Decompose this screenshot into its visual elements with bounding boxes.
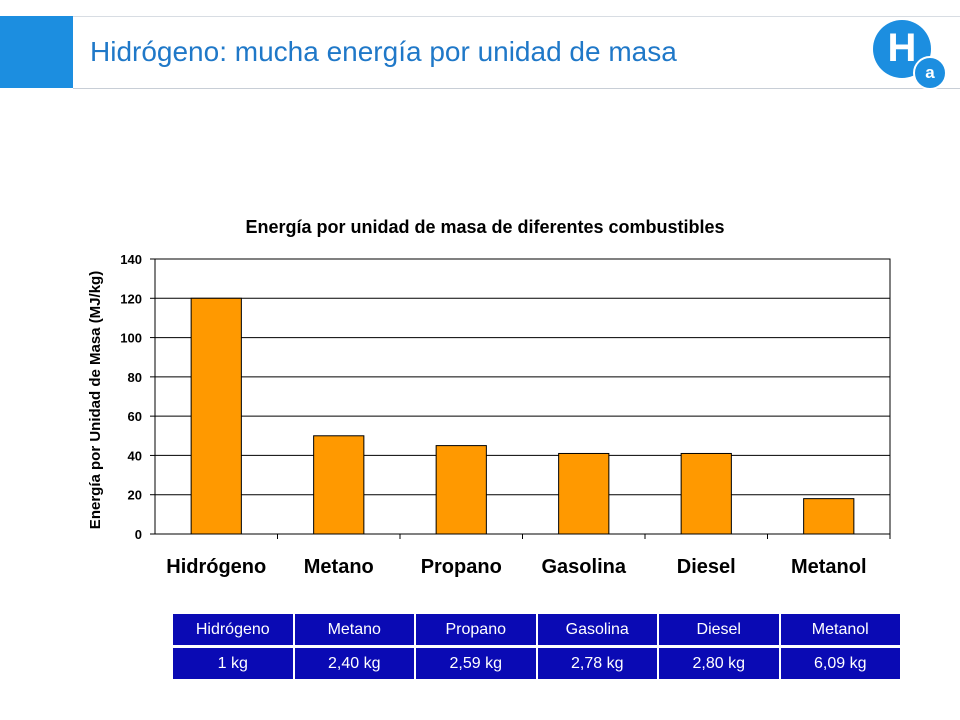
y-axis: 0 20 40 60 80 100 120 140 [120,252,155,542]
header-top-rule [73,16,960,17]
table-row-fuels: Hidrógeno Metano Propano Gasolina Diesel… [173,614,900,645]
mass-table: Hidrógeno Metano Propano Gasolina Diesel… [171,611,902,682]
plot-area [154,258,891,535]
x-tick-label: Propano [421,556,502,578]
bar [313,435,365,535]
table-cell-mass: 2,40 kg [294,648,414,679]
table-cell-fuel: Gasolina [537,614,657,645]
table-cell-mass: 2,78 kg [537,648,657,679]
bar [190,297,242,535]
x-axis: Hidrógeno Metano Propano Gasolina Diesel Meta… [166,534,891,578]
y-tick-label: 140 [120,252,142,267]
table-cell-mass: 1 kg [173,648,293,679]
table-cell-mass: 2,80 kg [659,648,779,679]
slide-title: Hidrógeno: mucha energía por unidad de m… [90,36,677,67]
table-cell-fuel: Metanol [780,614,900,645]
y-tick-label: 80 [128,370,142,385]
logo-badge: a [913,56,947,90]
logo-letter: H [887,26,917,70]
y-tick-label: 120 [120,291,142,306]
grid-lines [155,297,890,496]
y-tick-label: 100 [120,331,142,346]
table-cell-fuel: Metano [294,614,414,645]
x-tick-label: Metano [304,556,374,578]
y-tick-label: 20 [128,488,142,503]
logo-subscript: a [925,63,935,82]
x-tick-label: Hidrógeno [166,556,266,578]
table-cell-fuel: Diesel [659,614,779,645]
bars [190,297,855,535]
y-tick-label: 60 [128,409,142,424]
table-cell-fuel: Hidrógeno [173,614,293,645]
plot-border [154,258,891,535]
x-tick-label: Diesel [677,556,736,578]
table-cell-mass: 6,09 kg [780,648,900,679]
bar [435,445,487,535]
y-tick-label: 0 [135,527,142,542]
table-cell-fuel: Propano [416,614,536,645]
table-cell-mass: 2,59 kg [416,648,536,679]
table-row-masses: 1 kg 2,40 kg 2,59 kg 2,78 kg 2,80 kg 6,0… [173,648,900,679]
x-tick-label: Gasolina [542,556,627,578]
y-tick-label: 40 [128,448,142,463]
header-accent-bar [0,16,73,88]
x-tick-label: Metanol [791,556,867,578]
y-axis-label: Energía por Unidad de Masa (MJ/kg) [87,271,104,529]
bar [803,498,855,535]
bar [680,452,732,535]
header-bottom-rule [73,88,960,89]
bar [558,452,610,535]
energy-bar-chart: Energía por unidad de masa de diferentes… [87,217,891,578]
chart-title: Energía por unidad de masa de diferentes… [245,217,724,237]
